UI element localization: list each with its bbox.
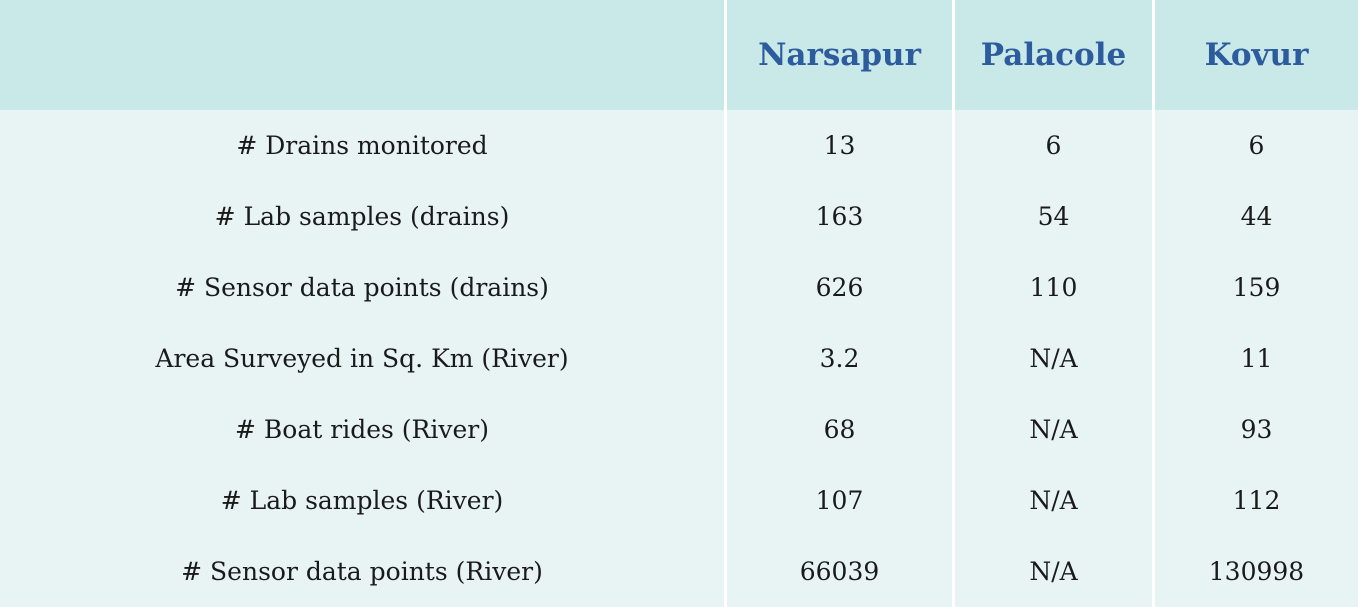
table-cell: 6 (1152, 110, 1358, 181)
column-header-palacole: Palacole (952, 0, 1152, 110)
table-cell: 68 (724, 394, 952, 465)
table-cell: 11 (1152, 323, 1358, 394)
header-empty-cell (0, 0, 724, 110)
table-cell: 44 (1152, 181, 1358, 252)
table-cell: 112 (1152, 465, 1358, 536)
row-label: # Drains monitored (0, 110, 724, 181)
table-cell: N/A (952, 465, 1152, 536)
table-cell: 110 (952, 252, 1152, 323)
row-label: Area Surveyed in Sq. Km (River) (0, 323, 724, 394)
row-label: # Sensor data points (drains) (0, 252, 724, 323)
table-cell: 6 (952, 110, 1152, 181)
table-cell: 130998 (1152, 536, 1358, 607)
table-cell: N/A (952, 394, 1152, 465)
table-cell: 66039 (724, 536, 952, 607)
table-cell: 93 (1152, 394, 1358, 465)
row-label: # Lab samples (River) (0, 465, 724, 536)
column-header-narsapur: Narsapur (724, 0, 952, 110)
table-cell: 159 (1152, 252, 1358, 323)
table-cell: N/A (952, 323, 1152, 394)
row-label: # Sensor data points (River) (0, 536, 724, 607)
table-cell: 626 (724, 252, 952, 323)
table-cell: 54 (952, 181, 1152, 252)
row-label: # Lab samples (drains) (0, 181, 724, 252)
column-header-kovur: Kovur (1152, 0, 1358, 110)
table-cell: 3.2 (724, 323, 952, 394)
table-cell: 163 (724, 181, 952, 252)
table-cell: 107 (724, 465, 952, 536)
table-cell: N/A (952, 536, 1152, 607)
row-label: # Boat rides (River) (0, 394, 724, 465)
table-cell: 13 (724, 110, 952, 181)
